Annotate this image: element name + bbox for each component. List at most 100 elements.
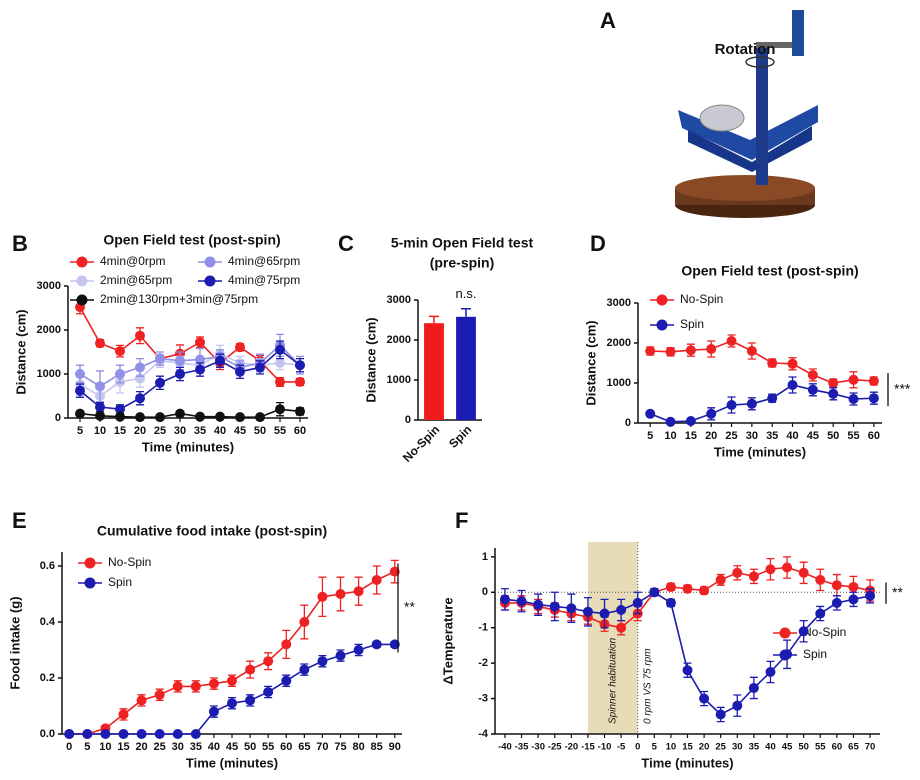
legend-marker [656,294,668,306]
point [175,408,185,419]
x-tick-label: 55 [847,430,859,442]
x-tick-label: -10 [598,742,612,753]
x-tick-label: 60 [832,742,843,753]
x-tick-label: 30 [746,430,758,442]
point [172,729,183,739]
x-tick-label: 45 [807,430,819,442]
legend-marker [656,319,668,331]
point [175,355,185,366]
legend-marker [204,256,216,268]
shade-label: Spinner habituation [607,637,618,724]
point [787,380,798,390]
point [649,587,660,598]
x-tick-label: -5 [617,742,626,753]
point [868,393,879,404]
point [281,675,292,686]
point [645,408,656,419]
point [726,400,737,410]
legend-marker [76,275,88,287]
point [533,599,544,610]
legend-label: No-Spin [803,625,846,639]
point [195,354,205,365]
point [566,603,577,614]
point [281,639,292,650]
legend-marker [204,275,216,287]
y-tick-label: 0 [625,417,631,429]
point [335,650,346,661]
point [255,412,265,423]
point [746,398,757,409]
point [317,591,328,602]
vline-label: 0 rpm VS 75 rpm [642,648,653,724]
point [215,355,225,366]
point [95,402,105,412]
point [135,330,145,341]
point [715,709,726,720]
annotation: n.s. [456,286,477,301]
point [682,665,693,676]
point [155,412,165,423]
x-tick-label: 55 [815,742,826,753]
x-tick-label: 10 [664,430,676,442]
error-bar [461,308,471,317]
point [371,639,382,650]
y-tick-label: 0.0 [40,728,55,740]
x-tick-label: 60 [868,430,880,442]
x-tick-label: 10 [99,741,111,753]
point [118,729,129,739]
x-tick-label: 0 [66,741,72,753]
y-tick-label: -4 [478,728,489,740]
point [275,344,285,355]
point [115,404,125,415]
point [115,346,125,357]
point [245,664,256,675]
legend-label: 2min@130rpm+3min@75rpm [100,292,258,306]
annotation: *** [894,380,911,396]
point [699,693,710,704]
series-line [649,384,874,423]
y-tick-label: 2000 [607,337,631,349]
point [299,617,310,627]
x-tick-label: 50 [827,430,839,442]
x-tick-label: 75 [334,741,346,753]
chart-title: 5-min Open Field test [391,235,534,251]
point [208,706,219,717]
legend-label: Spin [108,575,132,589]
point [767,358,778,368]
annotation: ** [404,599,415,615]
point [746,346,757,356]
x-tick-label: 30 [172,741,184,753]
point [215,411,225,422]
point [175,369,185,379]
x-tick-label: 50 [798,742,809,753]
x-tick-label: 40 [786,430,798,442]
y-tick-label: 0 [405,414,411,426]
x-tick-label: 45 [782,742,793,753]
x-tick-label: 40 [214,425,226,437]
point [95,338,105,349]
point [235,412,245,423]
x-tick-label: 20 [705,430,717,442]
panel-label: B [12,231,28,256]
chart-title: Open Field test (post-spin) [103,232,280,248]
point [195,364,205,375]
point [389,639,400,650]
y-tick-label: -2 [478,657,488,669]
x-tick-label: 30 [174,425,186,437]
point [235,366,245,377]
series-line [79,348,301,411]
point [549,601,560,612]
x-tick-label: 15 [682,742,693,753]
y-axis-label: Distance (cm) [13,309,28,394]
x-tick-label: 5 [652,742,658,753]
chart-title: Cumulative food intake (post-spin) [97,523,327,539]
x-tick-label: 35 [766,430,778,442]
x-tick-label: 10 [94,425,106,437]
x-tick-label: 40 [765,742,776,753]
x-tick-label: 25 [154,425,166,437]
series-line [69,643,395,735]
annotation: ** [892,584,903,600]
x-tick-label: 35 [190,741,202,753]
point [685,345,696,356]
y-tick-label: 2000 [387,334,411,346]
